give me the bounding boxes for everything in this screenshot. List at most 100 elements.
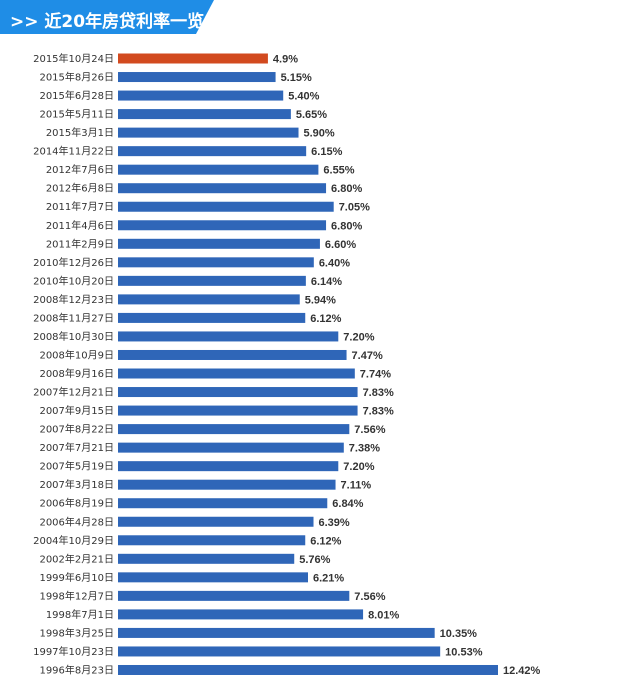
category-label: 2015年3月1日: [46, 126, 114, 139]
value-label: 6.55%: [323, 165, 354, 177]
category-label: 2007年5月19日: [39, 460, 114, 473]
bar: [118, 331, 339, 342]
value-label: 7.47%: [352, 350, 383, 362]
value-label: 6.80%: [331, 183, 362, 195]
category-label: 2015年5月11日: [39, 108, 114, 121]
category-label: 2011年7月7日: [46, 200, 114, 213]
value-label: 5.15%: [281, 72, 312, 84]
bar: [118, 220, 327, 231]
category-label: 2014年11月22日: [33, 145, 114, 158]
category-label: 1998年12月7日: [39, 589, 114, 602]
value-label: 6.15%: [311, 146, 342, 158]
category-label: 2007年8月22日: [39, 423, 114, 436]
category-label: 2008年12月23日: [33, 293, 114, 306]
bar: [118, 164, 319, 175]
value-label: 6.12%: [310, 313, 341, 325]
category-label: 2002年2月21日: [39, 552, 114, 565]
bar: [118, 590, 350, 601]
bar: [118, 294, 300, 305]
value-label: 5.76%: [299, 554, 330, 566]
category-label: 1998年3月25日: [39, 626, 114, 639]
bar: [118, 424, 350, 435]
category-label: 2008年10月9日: [39, 348, 114, 361]
value-label: 6.40%: [319, 257, 350, 269]
category-label: 2008年10月30日: [33, 330, 114, 343]
value-label: 7.05%: [339, 202, 370, 214]
category-label: 2015年6月28日: [39, 89, 114, 102]
value-label: 6.14%: [311, 276, 342, 288]
bar: [118, 368, 355, 379]
category-label: 1997年10月23日: [33, 645, 114, 658]
chart-title: >> 近20年房贷利率一览: [10, 12, 205, 32]
category-label: 2012年7月6日: [46, 163, 114, 176]
value-label: 5.65%: [296, 109, 327, 121]
value-label: 5.90%: [304, 128, 335, 140]
bar: [118, 90, 284, 101]
bar: [118, 387, 358, 398]
value-label: 12.42%: [503, 665, 541, 677]
bar: [118, 498, 328, 509]
value-label: 7.20%: [343, 331, 374, 343]
bar: [118, 535, 306, 546]
bar: [118, 201, 334, 212]
value-label: 6.80%: [331, 220, 362, 232]
category-label: 2007年12月21日: [33, 386, 114, 399]
bar: [118, 146, 307, 157]
value-label: 7.56%: [354, 424, 385, 436]
value-label: 7.83%: [363, 406, 394, 418]
bar: [118, 127, 299, 138]
category-label: 2010年12月26日: [33, 256, 114, 269]
bar: [118, 349, 347, 360]
value-label: 7.11%: [341, 480, 372, 492]
value-label: 7.83%: [363, 387, 394, 399]
bar: [118, 257, 314, 268]
value-label: 6.39%: [319, 517, 350, 529]
value-label: 4.9%: [273, 54, 298, 66]
bar: [118, 479, 336, 490]
bar: [118, 609, 364, 620]
category-label: 2006年8月19日: [39, 497, 114, 510]
title-banner: [0, 0, 214, 34]
bar: [118, 572, 308, 583]
value-label: 6.21%: [313, 572, 344, 584]
bar: [118, 183, 327, 194]
category-label: 2004年10月29日: [33, 534, 114, 547]
value-label: 8.01%: [368, 609, 399, 621]
value-label: 5.40%: [288, 91, 319, 103]
value-label: 7.20%: [343, 461, 374, 473]
bar: [118, 627, 435, 638]
bar: [118, 553, 295, 564]
bar: [118, 516, 314, 527]
value-label: 10.53%: [445, 646, 483, 658]
bar: [118, 646, 441, 657]
value-label: 7.74%: [360, 369, 391, 381]
category-label: 2007年7月21日: [39, 441, 114, 454]
bar: [118, 405, 358, 416]
value-label: 6.60%: [325, 239, 356, 251]
bar: [118, 238, 320, 249]
bar: [118, 275, 306, 286]
category-label: 2011年4月6日: [46, 219, 114, 232]
category-label: 2012年6月8日: [46, 182, 114, 195]
category-label: 2010年10月20日: [33, 274, 114, 287]
category-label: 2007年3月18日: [39, 478, 114, 491]
value-label: 7.56%: [354, 591, 385, 603]
category-label: 2015年10月24日: [33, 52, 114, 65]
category-label: 2008年9月16日: [39, 367, 114, 380]
bar: [118, 53, 268, 64]
category-label: 2008年11月27日: [33, 311, 114, 324]
bar: [118, 72, 276, 83]
bar: [118, 461, 339, 472]
value-label: 10.35%: [440, 628, 478, 640]
category-label: 1999年6月10日: [39, 571, 114, 584]
value-label: 5.94%: [305, 294, 336, 306]
category-label: 1998年7月1日: [46, 608, 114, 621]
category-label: 2015年8月26日: [39, 71, 114, 84]
category-label: 1996年8月23日: [39, 663, 114, 676]
bar: [118, 109, 291, 120]
value-label: 7.38%: [349, 443, 380, 455]
title-banner-shape: [0, 0, 214, 34]
bar: [118, 312, 306, 323]
category-label: 2006年4月28日: [39, 515, 114, 528]
